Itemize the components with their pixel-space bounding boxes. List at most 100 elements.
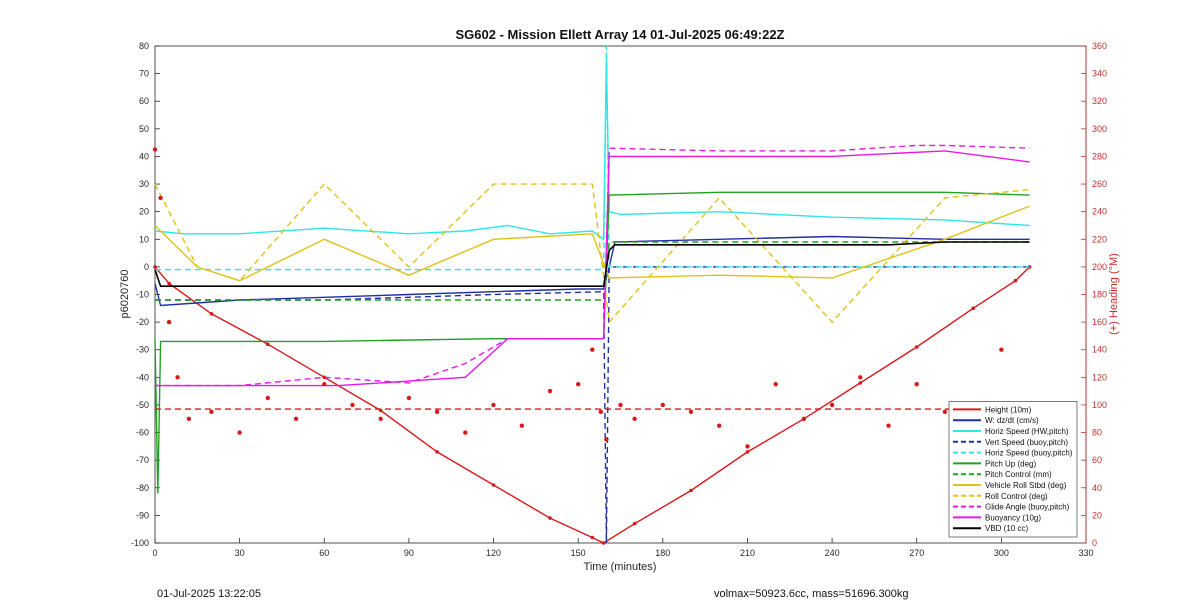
legend-label: Height (10m) xyxy=(985,405,1032,414)
y-tick-label: -20 xyxy=(136,317,149,327)
y-right-tick-label: 120 xyxy=(1092,372,1107,382)
series-heading-point xyxy=(576,382,581,387)
y-right-tick-label: 240 xyxy=(1092,207,1107,217)
x-tick-label: 0 xyxy=(152,548,157,558)
series-heading-point xyxy=(829,402,835,408)
y-tick-label: 40 xyxy=(139,151,149,161)
y-right-tick-label: 100 xyxy=(1092,400,1107,410)
y-tick-label: -60 xyxy=(136,428,149,438)
series-vbd-10-cc xyxy=(154,241,1030,287)
legend-label: Buoyancy (10g) xyxy=(985,513,1041,522)
x-tick-label: 180 xyxy=(655,548,670,558)
y-right-tick-label: 0 xyxy=(1092,538,1097,548)
series-height-10m-point xyxy=(1013,278,1018,283)
y-right-tick-label: 80 xyxy=(1092,428,1102,438)
legend-label: Horiz Speed (HW,pitch) xyxy=(985,427,1069,436)
y-tick-label: 20 xyxy=(139,207,149,217)
y-tick-label: 80 xyxy=(139,41,149,51)
series-heading-point xyxy=(265,395,270,401)
y-tick-label: -90 xyxy=(136,510,149,520)
series-heading-point xyxy=(434,409,440,414)
y-right-tick-label: 200 xyxy=(1092,262,1107,272)
y-tick-label: 70 xyxy=(139,69,149,79)
series-heading-point xyxy=(378,416,383,421)
y-tick-label: 30 xyxy=(139,179,149,189)
y-right-tick-label: 40 xyxy=(1092,483,1102,493)
legend: Height (10m) W: dz/dt (cm/s) Horiz Speed (… xyxy=(948,401,1078,538)
series-height-10m-point xyxy=(971,306,975,311)
x-tick-label: 330 xyxy=(1078,548,1093,558)
series-height-10m-point xyxy=(590,535,595,540)
series-height-10m-point xyxy=(322,375,327,380)
series-height-10m-point xyxy=(745,450,750,454)
y-tick-label: 50 xyxy=(139,124,149,134)
y-right-tick-label: 180 xyxy=(1092,290,1107,300)
series-heading-point xyxy=(175,375,180,380)
series-heading-point xyxy=(632,416,637,421)
series-heading-point xyxy=(209,409,214,414)
y-tick-label: -100 xyxy=(131,538,149,548)
legend-label: Pitch Control (mm) xyxy=(985,470,1052,479)
y-right-tick-label: 320 xyxy=(1092,96,1107,106)
series-heading-point xyxy=(886,423,891,428)
legend-box xyxy=(948,401,1078,538)
series-height-10m-point xyxy=(435,450,439,454)
series-heading-point xyxy=(773,382,778,387)
y-right-tick-label: 300 xyxy=(1092,124,1107,134)
x-tick-label: 60 xyxy=(319,548,329,558)
y-tick-label: -80 xyxy=(136,483,149,493)
y-right-tick-label: 280 xyxy=(1092,151,1107,161)
series-height-10m-point xyxy=(209,312,214,316)
series-heading-point xyxy=(942,409,948,414)
series-heading-point xyxy=(604,437,609,442)
x-tick-label: 90 xyxy=(404,548,414,558)
legend-label: Vehicle Roll Stbd (deg) xyxy=(985,481,1067,490)
y-axis-right-label: (+) Heading (°M) xyxy=(1108,253,1120,335)
series-heading-point xyxy=(519,423,524,428)
series-heading-point xyxy=(858,375,863,380)
x-tick-label: 270 xyxy=(909,548,924,558)
series-heading-point xyxy=(745,444,750,449)
series-horiz-speed-hw-pitch xyxy=(154,59,1030,241)
x-tick-label: 120 xyxy=(486,548,501,558)
legend-label: Glide Angle (buoy,pitch) xyxy=(985,503,1070,512)
series-heading-point xyxy=(801,416,807,421)
x-tick-label: 150 xyxy=(571,548,586,558)
series-heading-point xyxy=(350,402,355,408)
series-heading-point xyxy=(660,402,665,408)
series-height-10m-point xyxy=(689,488,693,493)
legend-label: Horiz Speed (buoy,pitch) xyxy=(985,449,1073,458)
series-heading-point xyxy=(491,402,496,408)
series-heading-point xyxy=(463,430,468,435)
series-heading-point xyxy=(547,388,553,394)
series-heading-point xyxy=(152,147,158,152)
legend-label: W: dz/dt (cm/s) xyxy=(985,416,1039,425)
series-heading-point xyxy=(166,319,172,325)
series-heading-point xyxy=(406,395,412,401)
y-right-tick-label: 140 xyxy=(1092,345,1107,355)
y-tick-label: 10 xyxy=(139,234,149,244)
legend-label: Vert Speed (buoy,pitch) xyxy=(985,438,1068,447)
y-right-tick-label: 220 xyxy=(1092,234,1107,244)
series-height-10m-point xyxy=(167,281,171,286)
legend-label: Pitch Up (deg) xyxy=(985,459,1036,468)
axis-ticks: 0 30 60 90 120 150 180 210 240 270 300 330807060504… xyxy=(131,41,1107,558)
y-tick-label: 0 xyxy=(144,262,149,272)
y-right-tick-label: 360 xyxy=(1092,41,1107,51)
series-height-10m xyxy=(154,266,1031,544)
series-height-10m-point xyxy=(632,521,637,526)
y-tick-label: -70 xyxy=(136,455,149,465)
y-right-tick-label: 60 xyxy=(1092,455,1102,465)
footer-timestamp: 01-Jul-2025 13:22:05 xyxy=(157,588,261,600)
series-heading-point xyxy=(598,409,603,414)
chart-title: SG602 - Mission Ellett Array 14 01-Jul-2… xyxy=(455,27,784,42)
y-right-tick-label: 260 xyxy=(1092,179,1107,189)
series-heading-point xyxy=(914,382,919,387)
series-heading-point xyxy=(999,347,1004,352)
series-horiz-speed-buoy-pitch xyxy=(155,45,1030,271)
series-buoyancy-10g xyxy=(155,150,1030,387)
series-roll-control-deg xyxy=(154,183,1030,324)
series-heading-point xyxy=(237,430,242,435)
y-tick-label: -40 xyxy=(136,372,149,382)
y-right-tick-label: 20 xyxy=(1092,510,1102,520)
